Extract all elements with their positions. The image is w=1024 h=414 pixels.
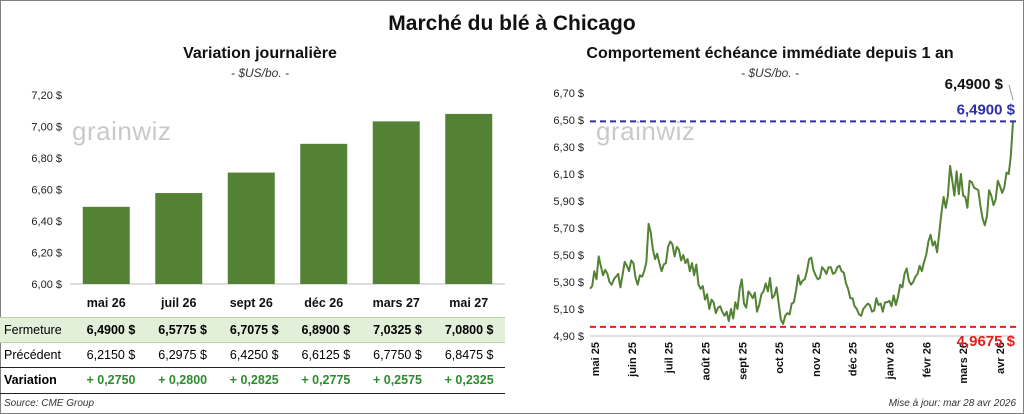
y-tick-label: 7,20 $: [31, 90, 62, 102]
table-cell: 6,5775 $: [158, 323, 207, 337]
y-tick-label: 6,50 $: [553, 115, 584, 127]
right-panel-title: Comportement échéance immédiate depuis 1…: [586, 45, 954, 62]
x-tick-label: mars 26: [958, 342, 970, 384]
x-tick-label: avr 26: [995, 342, 1007, 374]
table-cell: 7,0800 $: [444, 323, 494, 337]
table-cell: + 0,2575: [372, 373, 422, 387]
last-value-leader: [1008, 84, 1014, 101]
table-cell: + 0,2825: [229, 373, 279, 387]
table-cell: + 0,2750: [86, 373, 136, 387]
table-cell: 6,6125 $: [301, 348, 351, 362]
y-tick-label: 6,80 $: [31, 153, 62, 165]
bar: [445, 113, 493, 285]
high-reference-label: 6,4900 $: [957, 101, 1016, 118]
x-tick-label: oct 25: [774, 342, 786, 374]
right-line-chart: 4,90 $ 5,10 $ 5,30 $ 5,50 $ 5,70 $ 5,90 $ 6,10…: [553, 76, 1019, 384]
right-panel-unit: - $US/bo. -: [740, 66, 800, 80]
table-cell: 6,4900 $: [86, 323, 136, 337]
table-cell: 6,7750 $: [373, 348, 422, 362]
x-tick-label: nov 25: [811, 342, 823, 377]
row-label-variation: Variation: [4, 373, 57, 387]
y-tick-label: 6,60 $: [31, 185, 62, 197]
y-tick-label: 6,10 $: [553, 169, 584, 181]
table-cell: 6,7075 $: [229, 323, 279, 337]
x-tick-label: déc 25: [848, 342, 860, 376]
table-cell: 6,8475 $: [444, 348, 494, 362]
table-cell: 6,2150 $: [86, 348, 136, 362]
y-tick-label: 5,50 $: [553, 250, 584, 262]
y-tick-label: 6,40 $: [31, 216, 62, 228]
y-tick-label: 6,20 $: [31, 248, 62, 260]
left-panel-unit: - $US/bo. -: [230, 66, 290, 80]
left-bar-chart: 6,00 $ 6,20 $ 6,40 $ 6,60 $ 6,80 $ 7,00 $ 7,20…: [31, 90, 505, 310]
y-tick-label: 6,00 $: [31, 279, 62, 291]
x-tick-label: juil 25: [664, 342, 676, 374]
x-tick-label: juil 26: [160, 296, 196, 310]
source-note: Source: CME Group: [4, 398, 95, 409]
x-tick-label: déc 26: [304, 296, 343, 310]
x-tick-label: mai 27: [449, 296, 488, 310]
last-value-label: 6,4900 $: [945, 76, 1004, 93]
row-label-fermeture: Fermeture: [4, 323, 62, 337]
x-tick-label: mai 26: [87, 296, 126, 310]
table-cell: + 0,2325: [444, 373, 494, 387]
x-tick-label: janv 26: [885, 342, 897, 380]
bar: [82, 206, 130, 284]
table-cell: + 0,2775: [301, 373, 351, 387]
x-tick-label: févr 26: [921, 342, 933, 377]
bar: [227, 172, 275, 284]
left-watermark: grainwiz: [72, 116, 172, 146]
left-panel-title: Variation journalière: [183, 45, 337, 62]
y-tick-label: 6,30 $: [553, 142, 584, 154]
table-row-precedent: Précédent 6,2150 $ 6,2975 $ 6,4250 $ 6,6…: [0, 343, 505, 368]
dashboard-title: Marché du blé à Chicago: [388, 12, 636, 35]
bar: [372, 121, 420, 284]
table-cell: 6,4250 $: [229, 348, 279, 362]
y-tick-label: 7,00 $: [31, 122, 62, 134]
price-table: Fermeture 6,4900 $ 6,5775 $ 6,7075 $ 6,8…: [0, 317, 505, 392]
x-tick-label: sept 26: [230, 296, 273, 310]
low-reference-label: 4,9675 $: [957, 333, 1016, 350]
table-bottom-rule: [0, 393, 505, 394]
y-tick-label: 5,10 $: [553, 304, 584, 316]
table-cell: 6,8900 $: [301, 323, 351, 337]
x-tick-label: août 25: [700, 342, 712, 381]
y-tick-label: 5,70 $: [553, 223, 584, 235]
x-tick-label: mai 25: [590, 342, 602, 376]
update-note: Mise à jour: mar 28 avr 2026: [888, 398, 1016, 409]
x-tick-label: mars 27: [373, 296, 420, 310]
y-tick-label: 5,30 $: [553, 277, 584, 289]
x-tick-label: juin 25: [627, 342, 639, 378]
table-cell: + 0,2800: [158, 373, 208, 387]
table-cell: 7,0325 $: [373, 323, 422, 337]
bar: [300, 143, 348, 284]
y-tick-label: 6,70 $: [553, 88, 584, 100]
table-cell: 6,2975 $: [158, 348, 207, 362]
y-tick-label: 4,90 $: [553, 331, 584, 343]
table-row-fermeture: Fermeture 6,4900 $ 6,5775 $ 6,7075 $ 6,8…: [0, 317, 505, 343]
x-tick-label: sept 25: [737, 342, 749, 380]
y-tick-label: 5,90 $: [553, 196, 584, 208]
bar: [155, 193, 203, 284]
row-label-precedent: Précédent: [4, 348, 61, 362]
table-row-variation: Variation + 0,2750 + 0,2800 + 0,2825 + 0…: [0, 368, 505, 393]
series-line: [589, 121, 1014, 325]
